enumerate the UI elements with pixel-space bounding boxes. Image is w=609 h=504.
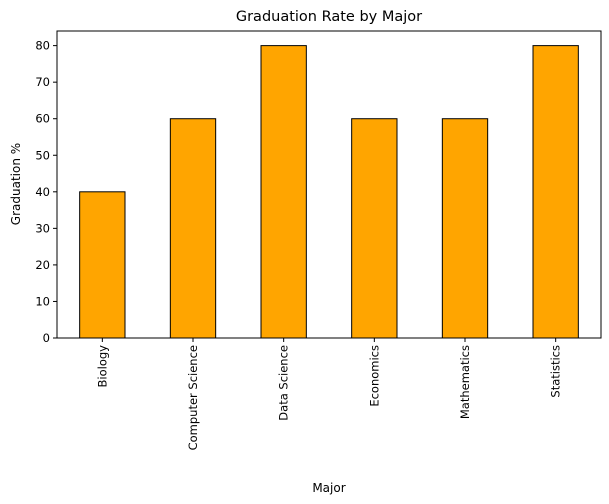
y-tick-label: 10: [35, 294, 50, 308]
y-tick-label: 80: [35, 39, 50, 53]
x-axis: Biology Computer Science Data Science Econo…: [95, 338, 563, 450]
x-axis-label: Major: [312, 481, 345, 495]
y-axis: 0 10 20 30 40 50 60 70 80: [35, 39, 57, 345]
bar-computer-science: [169, 118, 217, 339]
bar-data-science: [260, 45, 307, 339]
y-axis-label: Graduation %: [9, 143, 23, 225]
y-tick-label: 40: [35, 185, 50, 199]
bars-group: [79, 45, 579, 339]
x-tick-label: Economics: [367, 345, 381, 407]
y-tick-label: 50: [35, 148, 50, 162]
y-tick-label: 30: [35, 221, 50, 235]
chart-title: Graduation Rate by Major: [236, 9, 422, 25]
y-tick-label: 20: [35, 258, 50, 272]
x-tick-label: Biology: [95, 345, 109, 388]
x-tick-label: Mathematics: [458, 345, 472, 419]
y-tick-label: 60: [35, 112, 50, 126]
x-tick-label: Statistics: [549, 345, 563, 398]
bar-economics: [351, 118, 398, 339]
y-tick-label: 0: [43, 331, 50, 345]
x-tick-label: Data Science: [277, 345, 291, 421]
bar-mathematics: [441, 118, 489, 339]
x-tick-label: Computer Science: [186, 345, 200, 450]
bar-biology: [79, 191, 126, 339]
plot-frame: [56, 30, 602, 339]
bar-statistics: [532, 45, 579, 339]
y-tick-label: 70: [35, 75, 50, 89]
